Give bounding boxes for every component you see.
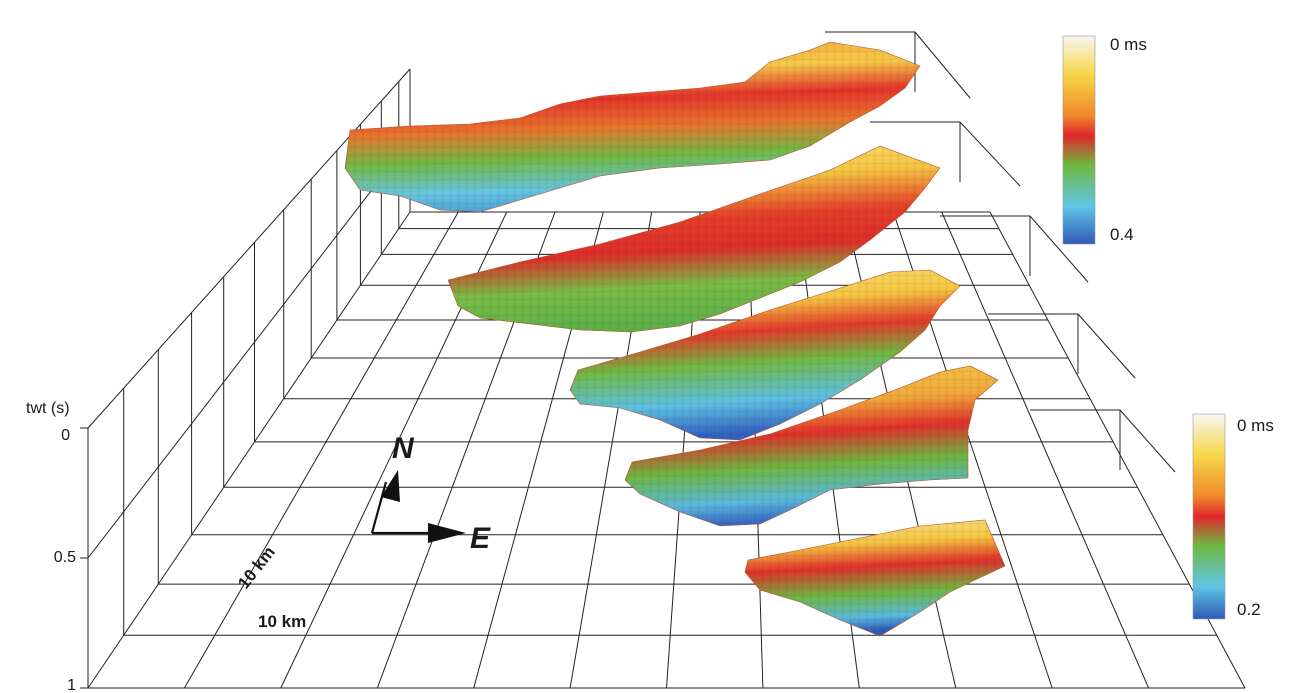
depth-axis-tick-1: 1 bbox=[67, 677, 76, 693]
compass-east-label: E bbox=[470, 522, 491, 555]
grid-line-depth bbox=[183, 211, 459, 689]
wall-line-top bbox=[87, 68, 411, 429]
compass-north-shaft bbox=[370, 481, 388, 534]
surface-drop-line bbox=[959, 121, 1021, 187]
colorbar-upper-top-label: 0 ms bbox=[1110, 35, 1147, 54]
grid-line-depth bbox=[87, 211, 411, 689]
surface-drop-line bbox=[1119, 409, 1176, 473]
compass: N E bbox=[370, 432, 491, 555]
horizon-surface-5-texture bbox=[745, 520, 1005, 636]
colorbar-lower-top-label: 0 ms bbox=[1237, 416, 1274, 435]
surface-drop-line bbox=[1077, 313, 1136, 379]
horizon-surface-3-texture bbox=[570, 270, 960, 440]
horizon-surface-1-texture bbox=[345, 42, 920, 212]
compass-north-arrowhead bbox=[381, 470, 400, 502]
horizon-surface-4-texture bbox=[625, 366, 998, 526]
colorbar-lower bbox=[1192, 413, 1226, 620]
depth-axis-title: twt (s) bbox=[26, 400, 70, 417]
horizon-surfaces bbox=[344, 41, 1006, 637]
perspective-grid bbox=[87, 211, 1246, 689]
surface-drop-line bbox=[914, 31, 971, 99]
compass-east-arrowhead bbox=[428, 523, 466, 543]
compass-north-label: N bbox=[392, 432, 415, 465]
colorbar-lower-bottom-label: 0.2 bbox=[1237, 600, 1261, 619]
colorbar-upper-bottom-label: 0.4 bbox=[1110, 225, 1134, 244]
surface-drop-line bbox=[1029, 215, 1089, 283]
scale-label-east-west: 10 km bbox=[258, 612, 306, 631]
horizon-surface-2-texture bbox=[448, 146, 940, 332]
wall-line-mid bbox=[87, 140, 411, 559]
colorbar-upper bbox=[1062, 35, 1096, 245]
depth-axis-wall bbox=[80, 31, 1176, 689]
scale-label-north-south: 10 km bbox=[234, 543, 279, 593]
depth-axis-tick-0: 0 bbox=[61, 427, 70, 444]
grid-line-depth bbox=[941, 211, 1150, 689]
depth-axis-tick-0-5: 0.5 bbox=[54, 549, 76, 566]
